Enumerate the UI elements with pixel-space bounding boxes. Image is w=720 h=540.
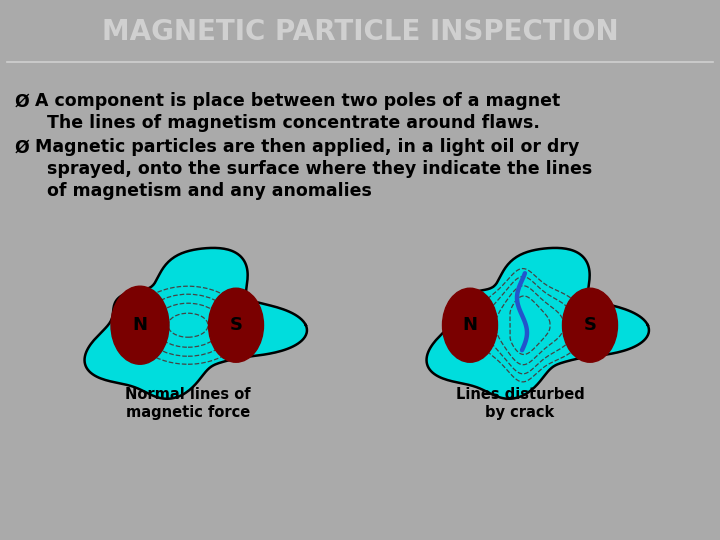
Text: Normal lines of
magnetic force: Normal lines of magnetic force (125, 387, 251, 420)
Text: S: S (583, 316, 596, 334)
Text: S: S (230, 316, 243, 334)
Text: N: N (132, 316, 148, 334)
Text: Lines disturbed
by crack: Lines disturbed by crack (456, 387, 585, 420)
Text: The lines of magnetism concentrate around flaws.: The lines of magnetism concentrate aroun… (35, 114, 540, 132)
Text: MAGNETIC PARTICLE INSPECTION: MAGNETIC PARTICLE INSPECTION (102, 18, 618, 46)
Polygon shape (84, 248, 307, 399)
Text: Ø: Ø (15, 138, 30, 156)
Ellipse shape (111, 286, 169, 364)
Text: Magnetic particles are then applied, in a light oil or dry: Magnetic particles are then applied, in … (35, 138, 580, 156)
Ellipse shape (209, 288, 264, 362)
Text: N: N (462, 316, 477, 334)
Text: of magnetism and any anomalies: of magnetism and any anomalies (35, 182, 372, 200)
Text: sprayed, onto the surface where they indicate the lines: sprayed, onto the surface where they ind… (35, 160, 593, 178)
Ellipse shape (562, 288, 618, 362)
Text: Ø: Ø (15, 92, 30, 110)
Ellipse shape (443, 288, 498, 362)
Polygon shape (426, 248, 649, 399)
Text: A component is place between two poles of a magnet: A component is place between two poles o… (35, 92, 560, 110)
